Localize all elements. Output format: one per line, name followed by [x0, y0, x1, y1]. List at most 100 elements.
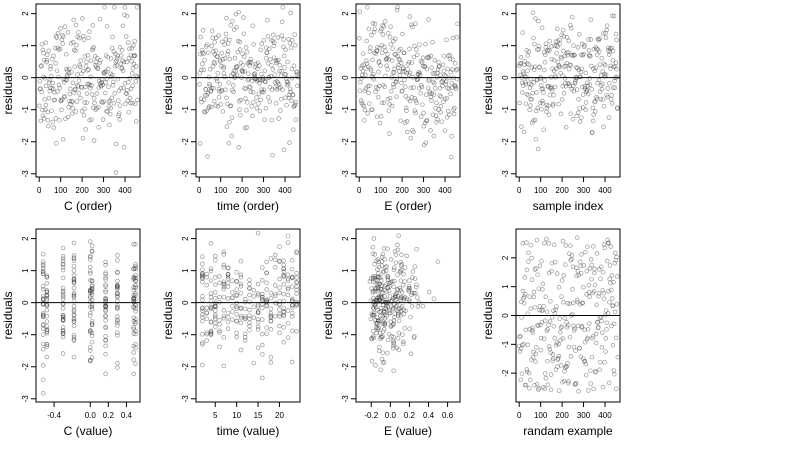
scatter-point: [71, 304, 77, 309]
x-tick-label: 15: [254, 411, 263, 420]
scatter-point: [399, 252, 404, 258]
scatter-point: [562, 315, 567, 321]
y-axis-title: residuals: [161, 291, 175, 339]
scatter-point: [266, 94, 271, 100]
scatter-point: [546, 103, 551, 108]
scatter-point: [542, 52, 548, 58]
scatter-point: [205, 50, 211, 55]
scatter-point: [48, 63, 54, 69]
x-tick-label: 200: [555, 411, 569, 420]
scatter-point: [291, 63, 297, 69]
scatter-point: [200, 318, 205, 324]
scatter-point: [372, 277, 378, 283]
scatter-point: [274, 59, 280, 64]
scatter-point: [378, 114, 384, 119]
scatter-point: [103, 313, 108, 318]
scatter-point: [407, 299, 413, 305]
y-tick-label: 1: [21, 268, 30, 273]
scatter-point: [552, 335, 557, 341]
scatter-point: [255, 309, 261, 314]
scatter-point: [102, 4, 107, 10]
x-tick-label: 200: [75, 186, 89, 195]
scatter-point: [110, 83, 116, 88]
scatter-point: [71, 292, 77, 298]
scatter-point: [78, 58, 83, 63]
scatter-point: [85, 68, 90, 73]
scatter-point: [370, 251, 376, 256]
scatter-point: [247, 299, 252, 304]
scatter-point: [559, 278, 565, 283]
scatter-point: [216, 95, 222, 100]
scatter-point: [290, 296, 295, 302]
scatter-point: [126, 109, 131, 115]
scatter-point: [238, 313, 244, 319]
scatter-point: [588, 53, 593, 59]
scatter-point: [589, 87, 594, 92]
plot-frame: [35, 3, 141, 178]
scatter-point: [62, 24, 68, 29]
scatter-point: [107, 111, 113, 117]
scatter-point: [549, 44, 554, 49]
scatter-point: [387, 308, 392, 314]
scatter-point: [62, 79, 67, 85]
scatter-point: [362, 107, 368, 113]
y-tick-label: 0: [501, 313, 510, 318]
scatter-point: [375, 282, 381, 287]
scatter-point: [611, 280, 616, 285]
scatter-point: [268, 327, 274, 332]
scatter-point: [60, 294, 66, 300]
scatter-point: [407, 278, 412, 283]
scatter-point: [204, 316, 209, 321]
scatter-point: [395, 294, 401, 299]
scatter-point: [520, 90, 525, 95]
scatter-point: [608, 66, 613, 71]
scatter-point: [208, 241, 214, 246]
scatter-point: [602, 74, 608, 79]
scatter-point: [198, 34, 203, 40]
scatter-point: [606, 240, 611, 246]
scatter-point: [198, 51, 203, 57]
scatter-point: [568, 243, 573, 248]
scatter-point: [432, 81, 437, 86]
scatter-point: [372, 252, 378, 257]
scatter-point: [120, 23, 126, 29]
scatter-point: [396, 56, 402, 62]
scatter-point: [556, 341, 561, 347]
scatter-point: [397, 285, 403, 291]
scatter-point: [377, 348, 382, 354]
scatter-point: [267, 46, 272, 52]
scatter-point: [234, 269, 239, 275]
scatter-point: [407, 98, 413, 104]
scatter-point: [242, 338, 248, 343]
scatter-point: [579, 41, 585, 47]
scatter-point: [519, 124, 524, 129]
scatter-point: [217, 89, 222, 94]
scatter-point: [426, 289, 432, 295]
scatter-point: [281, 340, 286, 345]
scatter-point: [555, 356, 561, 361]
scatter-point: [204, 305, 209, 311]
x-tick-label: 300: [577, 186, 591, 195]
scatter-point: [213, 290, 218, 295]
scatter-point: [76, 29, 81, 35]
scatter-point: [578, 74, 583, 80]
scatter-point: [123, 34, 129, 39]
scatter-point: [565, 323, 571, 328]
scatter-point: [521, 300, 527, 306]
scatter-point: [614, 301, 620, 307]
scatter-point: [46, 95, 52, 101]
scatter-point: [400, 332, 405, 337]
x-tick-label: 300: [257, 186, 271, 195]
y-tick-label: 0: [501, 75, 510, 80]
scatter-point: [234, 279, 239, 284]
scatter-point: [403, 105, 409, 111]
scatter-point: [614, 66, 619, 72]
scatter-point: [407, 46, 412, 52]
scatter-point: [251, 288, 257, 293]
scatter-point: [553, 342, 559, 348]
scatter-point: [208, 294, 214, 300]
scatter-point: [243, 96, 248, 101]
scatter-point: [115, 365, 120, 370]
scatter-point: [40, 266, 46, 271]
scatter-point: [225, 272, 231, 277]
